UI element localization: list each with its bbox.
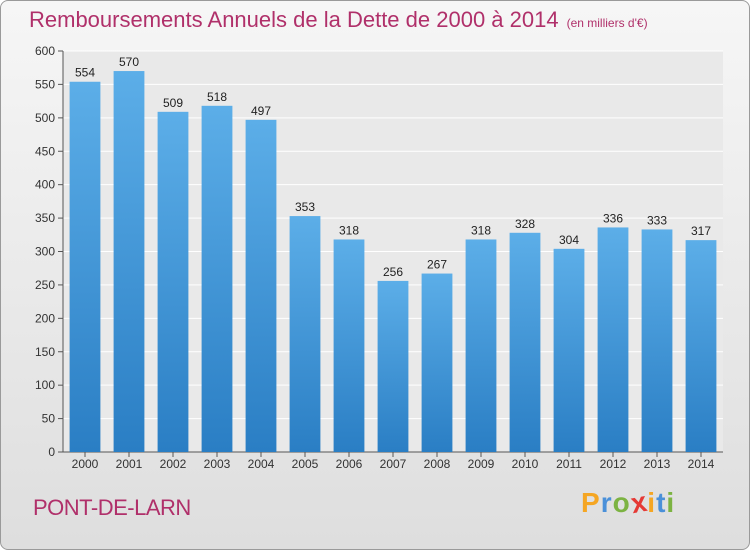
x-tick-label: 2008 [424, 457, 451, 471]
bar-value-label: 328 [515, 217, 535, 231]
y-tick-label: 150 [35, 345, 55, 359]
x-tick-label: 2010 [512, 457, 539, 471]
bar [377, 280, 409, 452]
logo-letter: t [656, 487, 667, 518]
bar [685, 240, 717, 452]
x-tick-label: 2009 [468, 457, 495, 471]
bar [69, 81, 101, 452]
bar-value-label: 509 [163, 96, 183, 110]
y-tick-label: 250 [35, 278, 55, 292]
bar [641, 229, 673, 452]
bar [289, 216, 321, 452]
x-tick-label: 2002 [160, 457, 187, 471]
x-tick-label: 2004 [248, 457, 275, 471]
bar [245, 119, 277, 453]
bar [113, 71, 145, 453]
proxiti-logo: Proxiti [581, 486, 676, 519]
bar-value-label: 570 [119, 55, 139, 69]
bar [333, 239, 365, 452]
bar-value-label: 317 [691, 224, 711, 238]
bar-value-label: 256 [383, 265, 403, 279]
x-tick-label: 2014 [688, 457, 715, 471]
logo-letter: i [647, 487, 657, 518]
unit-note: (en milliers d'€) [566, 16, 648, 30]
bar [553, 248, 585, 452]
y-tick-label: 450 [35, 144, 55, 158]
y-tick-label: 0 [48, 445, 55, 459]
bar [201, 105, 233, 452]
y-tick-label: 50 [42, 412, 56, 426]
bar-value-label: 318 [339, 223, 359, 237]
x-tick-label: 2012 [600, 457, 627, 471]
logo-letter: o [612, 487, 631, 518]
y-tick-label: 400 [35, 178, 55, 192]
y-tick-label: 100 [35, 378, 55, 392]
y-tick-label: 500 [35, 111, 55, 125]
bar-value-label: 497 [251, 104, 271, 118]
x-tick-label: 2011 [556, 457, 582, 471]
x-tick-label: 2005 [292, 457, 319, 471]
x-tick-label: 2013 [644, 457, 671, 471]
bar [421, 273, 453, 452]
bar [465, 239, 497, 452]
logo-letter: r [600, 487, 613, 518]
logo-letter: P [581, 487, 601, 518]
bar [597, 227, 629, 452]
y-tick-label: 200 [35, 311, 55, 325]
city-name: PONT-DE-LARN [33, 495, 191, 520]
y-tick-label: 300 [35, 245, 55, 259]
bar-value-label: 518 [207, 90, 227, 104]
chart-title: Remboursements Annuels de la Dette de 20… [29, 7, 648, 33]
bar-value-label: 353 [295, 200, 315, 214]
bar-value-label: 267 [427, 258, 447, 272]
bar-value-label: 333 [647, 213, 667, 227]
logo-letter: i [666, 487, 676, 518]
bar-value-label: 318 [471, 223, 491, 237]
bar [157, 111, 189, 453]
bar-value-label: 336 [603, 211, 623, 225]
bar [509, 232, 541, 452]
x-tick-label: 2003 [204, 457, 231, 471]
title-text: Remboursements Annuels de la Dette de 20… [29, 7, 559, 32]
x-tick-label: 2006 [336, 457, 363, 471]
y-tick-label: 350 [35, 211, 55, 225]
y-tick-label: 600 [35, 44, 55, 58]
bar-value-label: 304 [559, 233, 579, 247]
x-tick-label: 2007 [380, 457, 407, 471]
y-tick-label: 550 [35, 77, 55, 91]
x-tick-label: 2001 [116, 457, 143, 471]
bar-value-label: 554 [75, 66, 95, 80]
x-tick-label: 2000 [72, 457, 99, 471]
